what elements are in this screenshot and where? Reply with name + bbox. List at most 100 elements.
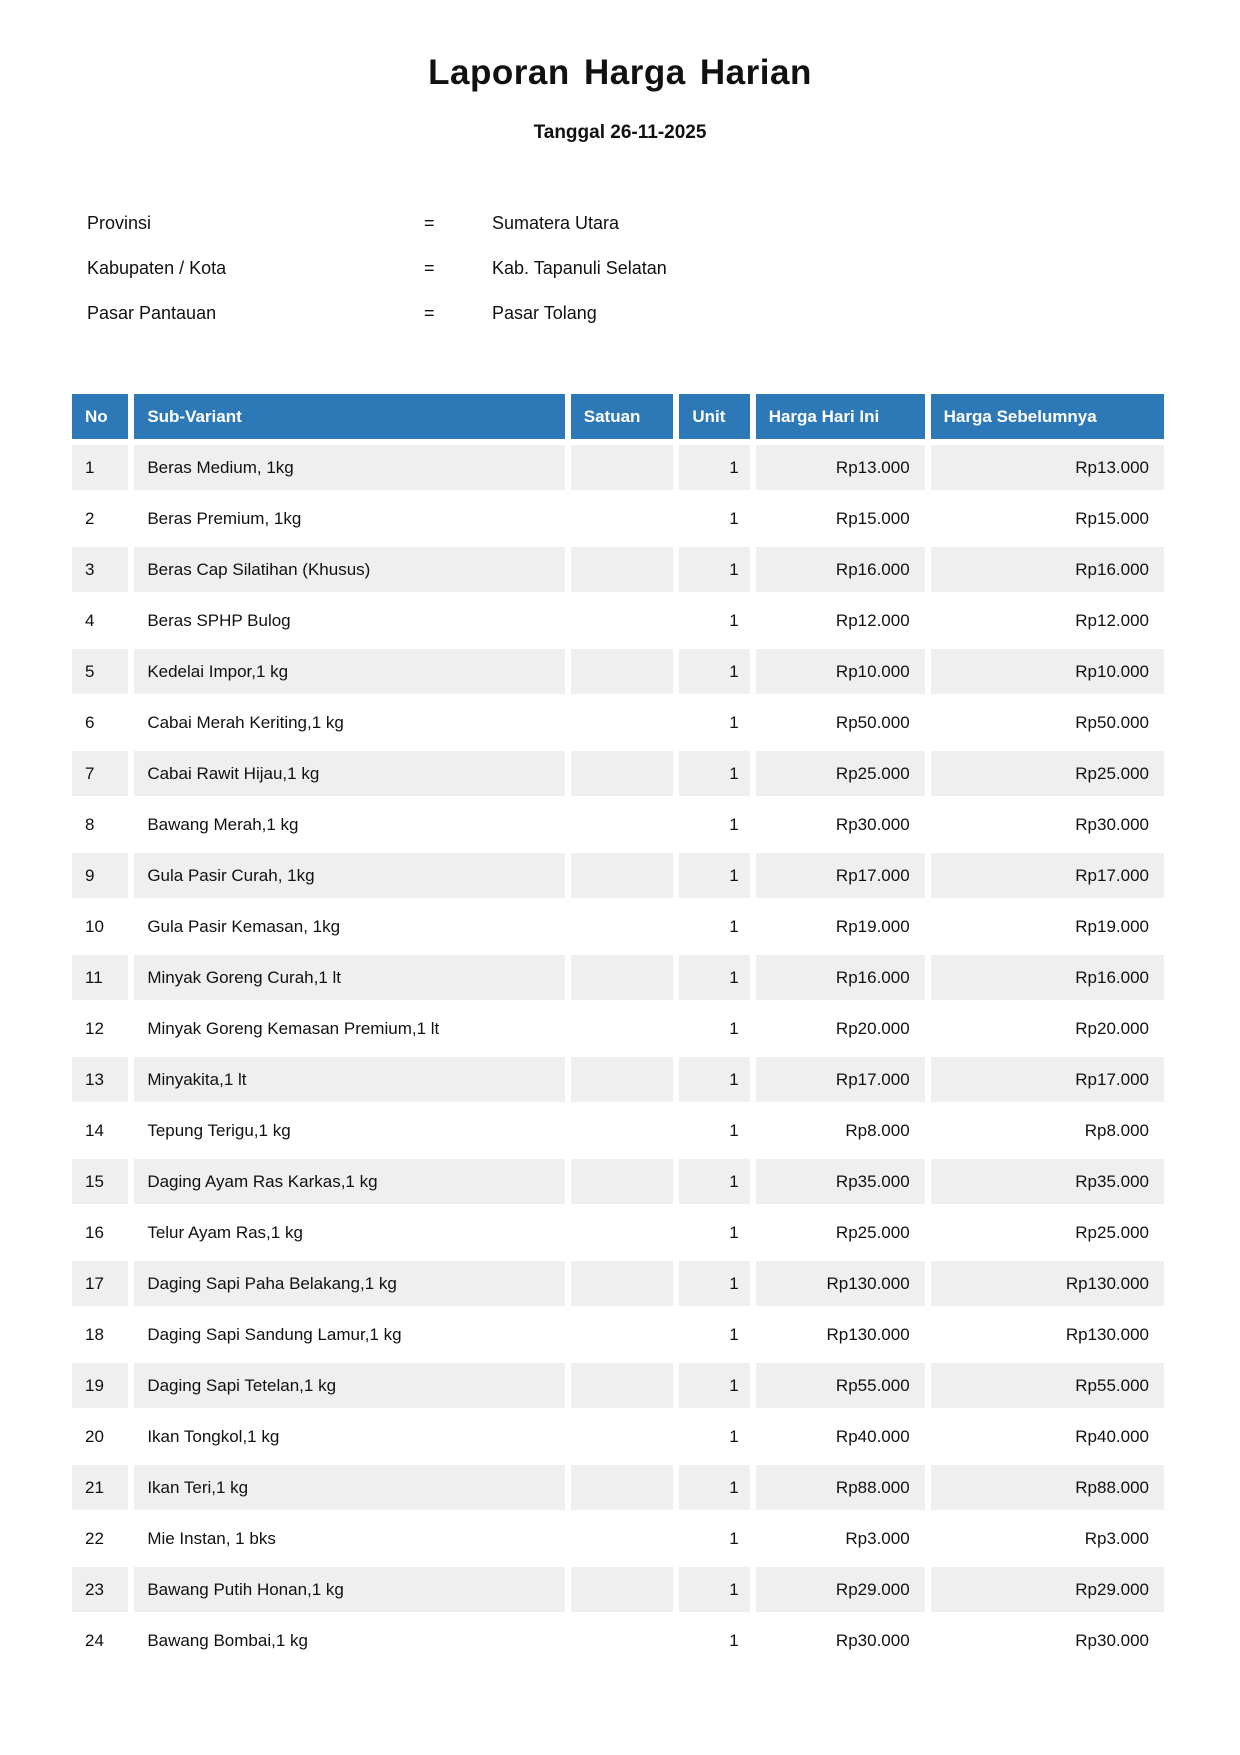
header-row: No Sub-Variant Satuan Unit Harga Hari In… <box>72 394 1164 439</box>
cell-sub-variant: Cabai Merah Keriting,1 kg <box>134 700 565 745</box>
cell-satuan <box>570 700 674 745</box>
table-row: 11 Minyak Goreng Curah,1 lt 1 Rp16.000 R… <box>72 955 1164 1000</box>
cell-sub-variant: Bawang Putih Honan,1 kg <box>134 1567 565 1612</box>
cell-no: 21 <box>72 1465 129 1510</box>
cell-satuan <box>570 1516 674 1561</box>
cell-harga-sebelumnya: Rp16.000 <box>930 547 1164 592</box>
equals-sign: = <box>424 258 435 278</box>
cell-unit: 1 <box>679 1363 750 1408</box>
cell-harga-hari-ini: Rp35.000 <box>755 1159 925 1204</box>
col-header-no: No <box>72 394 129 439</box>
cell-harga-hari-ini: Rp88.000 <box>755 1465 925 1510</box>
cell-harga-hari-ini: Rp130.000 <box>755 1261 925 1306</box>
cell-sub-variant: Gula Pasir Curah, 1kg <box>134 853 565 898</box>
cell-harga-sebelumnya: Rp35.000 <box>930 1159 1164 1204</box>
cell-unit: 1 <box>679 955 750 1000</box>
cell-unit: 1 <box>679 547 750 592</box>
cell-no: 15 <box>72 1159 129 1204</box>
cell-unit: 1 <box>679 496 750 541</box>
cell-harga-hari-ini: Rp16.000 <box>755 547 925 592</box>
cell-harga-sebelumnya: Rp3.000 <box>930 1516 1164 1561</box>
cell-sub-variant: Minyak Goreng Kemasan Premium,1 lt <box>134 1006 565 1051</box>
cell-unit: 1 <box>679 1516 750 1561</box>
cell-no: 19 <box>72 1363 129 1408</box>
cell-satuan <box>570 1006 674 1051</box>
table-row: 20 Ikan Tongkol,1 kg 1 Rp40.000 Rp40.000 <box>72 1414 1164 1459</box>
cell-harga-sebelumnya: Rp55.000 <box>930 1363 1164 1408</box>
cell-sub-variant: Ikan Tongkol,1 kg <box>134 1414 565 1459</box>
cell-no: 4 <box>72 598 129 643</box>
cell-satuan <box>570 955 674 1000</box>
cell-satuan <box>570 1567 674 1612</box>
table-row: 12 Minyak Goreng Kemasan Premium,1 lt 1 … <box>72 1006 1164 1051</box>
cell-harga-hari-ini: Rp30.000 <box>755 1618 925 1663</box>
table-row: 19 Daging Sapi Tetelan,1 kg 1 Rp55.000 R… <box>72 1363 1164 1408</box>
table-row: 16 Telur Ayam Ras,1 kg 1 Rp25.000 Rp25.0… <box>72 1210 1164 1255</box>
table-row: 1 Beras Medium, 1kg 1 Rp13.000 Rp13.000 <box>72 445 1164 490</box>
cell-unit: 1 <box>679 649 750 694</box>
cell-sub-variant: Mie Instan, 1 bks <box>134 1516 565 1561</box>
cell-sub-variant: Daging Ayam Ras Karkas,1 kg <box>134 1159 565 1204</box>
cell-no: 12 <box>72 1006 129 1051</box>
cell-unit: 1 <box>679 1414 750 1459</box>
cell-harga-hari-ini: Rp3.000 <box>755 1516 925 1561</box>
cell-no: 11 <box>72 955 129 1000</box>
cell-harga-sebelumnya: Rp12.000 <box>930 598 1164 643</box>
cell-harga-sebelumnya: Rp19.000 <box>930 904 1164 949</box>
cell-harga-hari-ini: Rp25.000 <box>755 1210 925 1255</box>
table-row: 21 Ikan Teri,1 kg 1 Rp88.000 Rp88.000 <box>72 1465 1164 1510</box>
meta-row-kabupaten: Kabupaten / Kota = Kab. Tapanuli Selatan <box>0 251 1240 296</box>
col-header-harga-hari-ini: Harga Hari Ini <box>755 394 925 439</box>
cell-no: 13 <box>72 1057 129 1102</box>
cell-sub-variant: Telur Ayam Ras,1 kg <box>134 1210 565 1255</box>
col-header-sub-variant: Sub-Variant <box>134 394 565 439</box>
cell-harga-sebelumnya: Rp17.000 <box>930 853 1164 898</box>
cell-unit: 1 <box>679 1210 750 1255</box>
meta-row-pasar: Pasar Pantauan = Pasar Tolang <box>0 296 1240 341</box>
cell-harga-hari-ini: Rp10.000 <box>755 649 925 694</box>
cell-harga-sebelumnya: Rp17.000 <box>930 1057 1164 1102</box>
table-row: 14 Tepung Terigu,1 kg 1 Rp8.000 Rp8.000 <box>72 1108 1164 1153</box>
cell-sub-variant: Bawang Bombai,1 kg <box>134 1618 565 1663</box>
cell-harga-sebelumnya: Rp13.000 <box>930 445 1164 490</box>
table-row: 18 Daging Sapi Sandung Lamur,1 kg 1 Rp13… <box>72 1312 1164 1357</box>
cell-satuan <box>570 1057 674 1102</box>
meta-row-provinsi: Provinsi = Sumatera Utara <box>0 206 1240 251</box>
cell-satuan <box>570 802 674 847</box>
cell-unit: 1 <box>679 598 750 643</box>
table-row: 15 Daging Ayam Ras Karkas,1 kg 1 Rp35.00… <box>72 1159 1164 1204</box>
cell-sub-variant: Tepung Terigu,1 kg <box>134 1108 565 1153</box>
cell-harga-sebelumnya: Rp130.000 <box>930 1312 1164 1357</box>
cell-sub-variant: Ikan Teri,1 kg <box>134 1465 565 1510</box>
report-meta: Provinsi = Sumatera Utara Kabupaten / Ko… <box>0 206 1240 341</box>
price-table-header: No Sub-Variant Satuan Unit Harga Hari In… <box>72 394 1164 439</box>
cell-no: 6 <box>72 700 129 745</box>
cell-unit: 1 <box>679 1108 750 1153</box>
cell-no: 18 <box>72 1312 129 1357</box>
cell-sub-variant: Minyak Goreng Curah,1 lt <box>134 955 565 1000</box>
cell-no: 24 <box>72 1618 129 1663</box>
col-header-harga-sebelumnya: Harga Sebelumnya <box>930 394 1164 439</box>
cell-sub-variant: Beras Medium, 1kg <box>134 445 565 490</box>
table-row: 17 Daging Sapi Paha Belakang,1 kg 1 Rp13… <box>72 1261 1164 1306</box>
cell-no: 10 <box>72 904 129 949</box>
table-row: 22 Mie Instan, 1 bks 1 Rp3.000 Rp3.000 <box>72 1516 1164 1561</box>
cell-no: 7 <box>72 751 129 796</box>
cell-unit: 1 <box>679 1618 750 1663</box>
cell-harga-hari-ini: Rp40.000 <box>755 1414 925 1459</box>
cell-sub-variant: Kedelai Impor,1 kg <box>134 649 565 694</box>
meta-label: Pasar Pantauan <box>87 303 217 323</box>
cell-satuan <box>570 496 674 541</box>
equals-sign: = <box>424 213 435 233</box>
cell-no: 1 <box>72 445 129 490</box>
cell-harga-hari-ini: Rp16.000 <box>755 955 925 1000</box>
cell-satuan <box>570 1261 674 1306</box>
cell-harga-sebelumnya: Rp30.000 <box>930 1618 1164 1663</box>
cell-harga-hari-ini: Rp13.000 <box>755 445 925 490</box>
cell-satuan <box>570 598 674 643</box>
table-row: 7 Cabai Rawit Hijau,1 kg 1 Rp25.000 Rp25… <box>72 751 1164 796</box>
table-row: 8 Bawang Merah,1 kg 1 Rp30.000 Rp30.000 <box>72 802 1164 847</box>
cell-harga-hari-ini: Rp12.000 <box>755 598 925 643</box>
cell-unit: 1 <box>679 1567 750 1612</box>
